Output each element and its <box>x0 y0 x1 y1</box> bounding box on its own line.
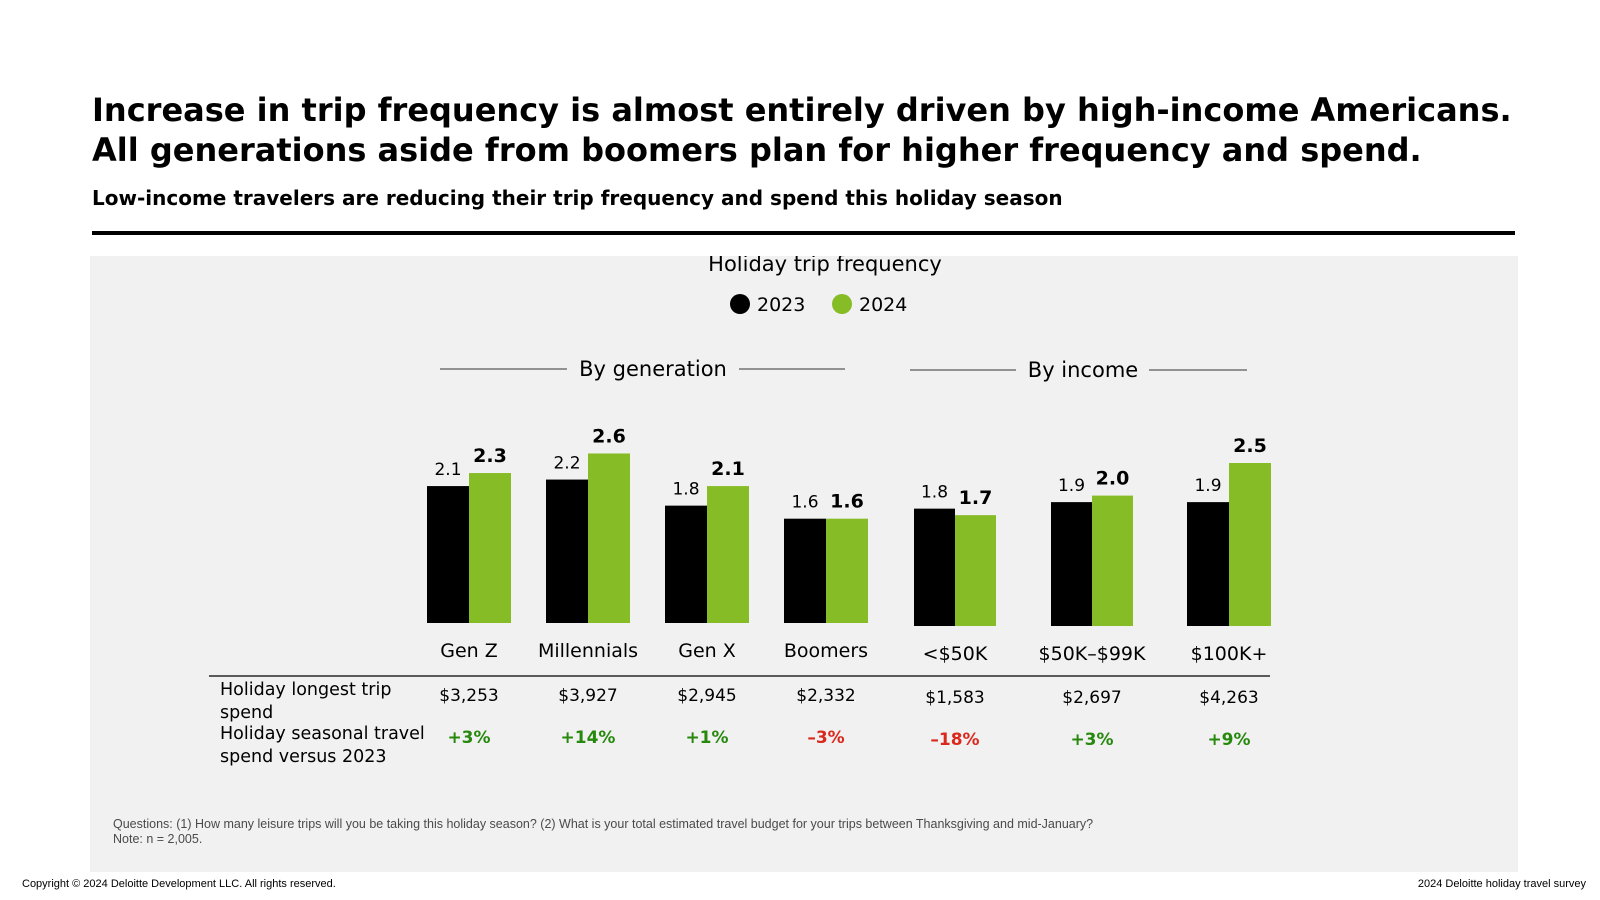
table-cell-1-6: +9% <box>1207 730 1250 750</box>
table-row-label-0-1: spend <box>220 703 273 723</box>
table-cell-1-5: +3% <box>1070 730 1113 750</box>
table-cell-0-6: $4,263 <box>1199 688 1258 708</box>
bar-2024-3 <box>826 518 868 623</box>
table-cell-0-4: $1,583 <box>925 688 984 708</box>
legend-swatch-2024 <box>832 294 852 314</box>
category-label-5: $50K–$99K <box>1039 643 1146 665</box>
survey-label: 2024 Deloitte holiday travel survey <box>1417 878 1586 890</box>
category-label-6: $100K+ <box>1191 643 1268 665</box>
title-divider <box>92 231 1515 235</box>
table-row-label-1-1: spend versus 2023 <box>220 747 387 767</box>
data-label-2023-0: 2.1 <box>434 460 461 480</box>
bar-2024-0 <box>469 473 511 623</box>
copyright-text: Copyright © 2024 Deloitte Development LL… <box>22 878 336 890</box>
footnote: Questions: (1) How many leisure trips wi… <box>113 817 1093 847</box>
data-label-2024-1: 2.6 <box>592 425 626 447</box>
category-label-2: Gen X <box>678 640 736 662</box>
page-subtitle: Low-income travelers are reducing their … <box>92 186 1063 210</box>
table-cell-1-1: +14% <box>561 728 616 748</box>
data-label-2024-4: 1.7 <box>959 487 993 509</box>
data-label-2024-2: 2.1 <box>711 458 745 480</box>
category-label-4: <$50K <box>923 643 988 665</box>
table-row-label-0-0: Holiday longest trip <box>220 680 391 700</box>
chart-panel: Holiday trip frequency 2023 2024 By generat… <box>90 256 1518 872</box>
data-label-2023-6: 1.9 <box>1194 476 1221 496</box>
page-title: Increase in trip frequency is almost ent… <box>92 90 1512 170</box>
footnote-note: Note: n = 2,005. <box>113 832 203 846</box>
group-label-0: By generation <box>579 357 727 381</box>
table-cell-1-0: +3% <box>447 728 490 748</box>
data-label-2024-5: 2.0 <box>1096 468 1130 490</box>
data-label-2023-4: 1.8 <box>921 483 948 503</box>
group-label-1: By income <box>1028 358 1138 382</box>
legend-label-2024: 2024 <box>859 294 907 316</box>
legend-swatch-2023 <box>730 294 750 314</box>
table-cell-0-2: $2,945 <box>677 686 736 706</box>
bar-2023-1 <box>546 479 588 623</box>
bar-2024-1 <box>588 453 630 623</box>
bar-2024-2 <box>707 486 749 623</box>
table-cell-0-5: $2,697 <box>1062 688 1121 708</box>
chart-title: Holiday trip frequency <box>708 256 942 276</box>
footnote-questions: Questions: (1) How many leisure trips wi… <box>113 817 1094 831</box>
bar-2023-6 <box>1187 502 1229 626</box>
bar-2024-6 <box>1229 463 1271 626</box>
table-cell-1-4: –18% <box>930 730 979 750</box>
category-label-1: Millennials <box>538 640 638 662</box>
table-cell-0-3: $2,332 <box>796 686 855 706</box>
data-label-2024-0: 2.3 <box>473 445 507 467</box>
bar-2023-0 <box>427 486 469 623</box>
page-title-line-1: Increase in trip frequency is almost ent… <box>92 91 1512 129</box>
data-label-2023-5: 1.9 <box>1058 476 1085 496</box>
data-label-2023-2: 1.8 <box>672 480 699 500</box>
bar-2024-4 <box>955 515 996 626</box>
page-title-line-2: All generations aside from boomers plan … <box>92 131 1422 169</box>
bar-2023-5 <box>1051 502 1092 626</box>
category-label-3: Boomers <box>784 640 868 662</box>
legend-label-2023: 2023 <box>757 294 805 316</box>
data-label-2024-6: 2.5 <box>1233 435 1267 457</box>
table-cell-1-3: –3% <box>807 728 844 748</box>
bar-2024-5 <box>1092 495 1133 626</box>
table-cell-0-1: $3,927 <box>558 686 617 706</box>
bar-2023-3 <box>784 518 826 623</box>
holiday-trip-frequency-chart: Holiday trip frequency 2023 2024 By generat… <box>209 256 1271 767</box>
bar-2023-2 <box>665 505 707 623</box>
bar-2023-4 <box>914 508 955 626</box>
table-cell-0-0: $3,253 <box>439 686 498 706</box>
data-label-2023-3: 1.6 <box>791 493 818 513</box>
category-label-0: Gen Z <box>440 640 498 662</box>
data-label-2024-3: 1.6 <box>830 491 864 513</box>
table-row-label-1-0: Holiday seasonal travel <box>220 724 425 744</box>
table-cell-1-2: +1% <box>685 728 728 748</box>
data-label-2023-1: 2.2 <box>553 454 580 474</box>
